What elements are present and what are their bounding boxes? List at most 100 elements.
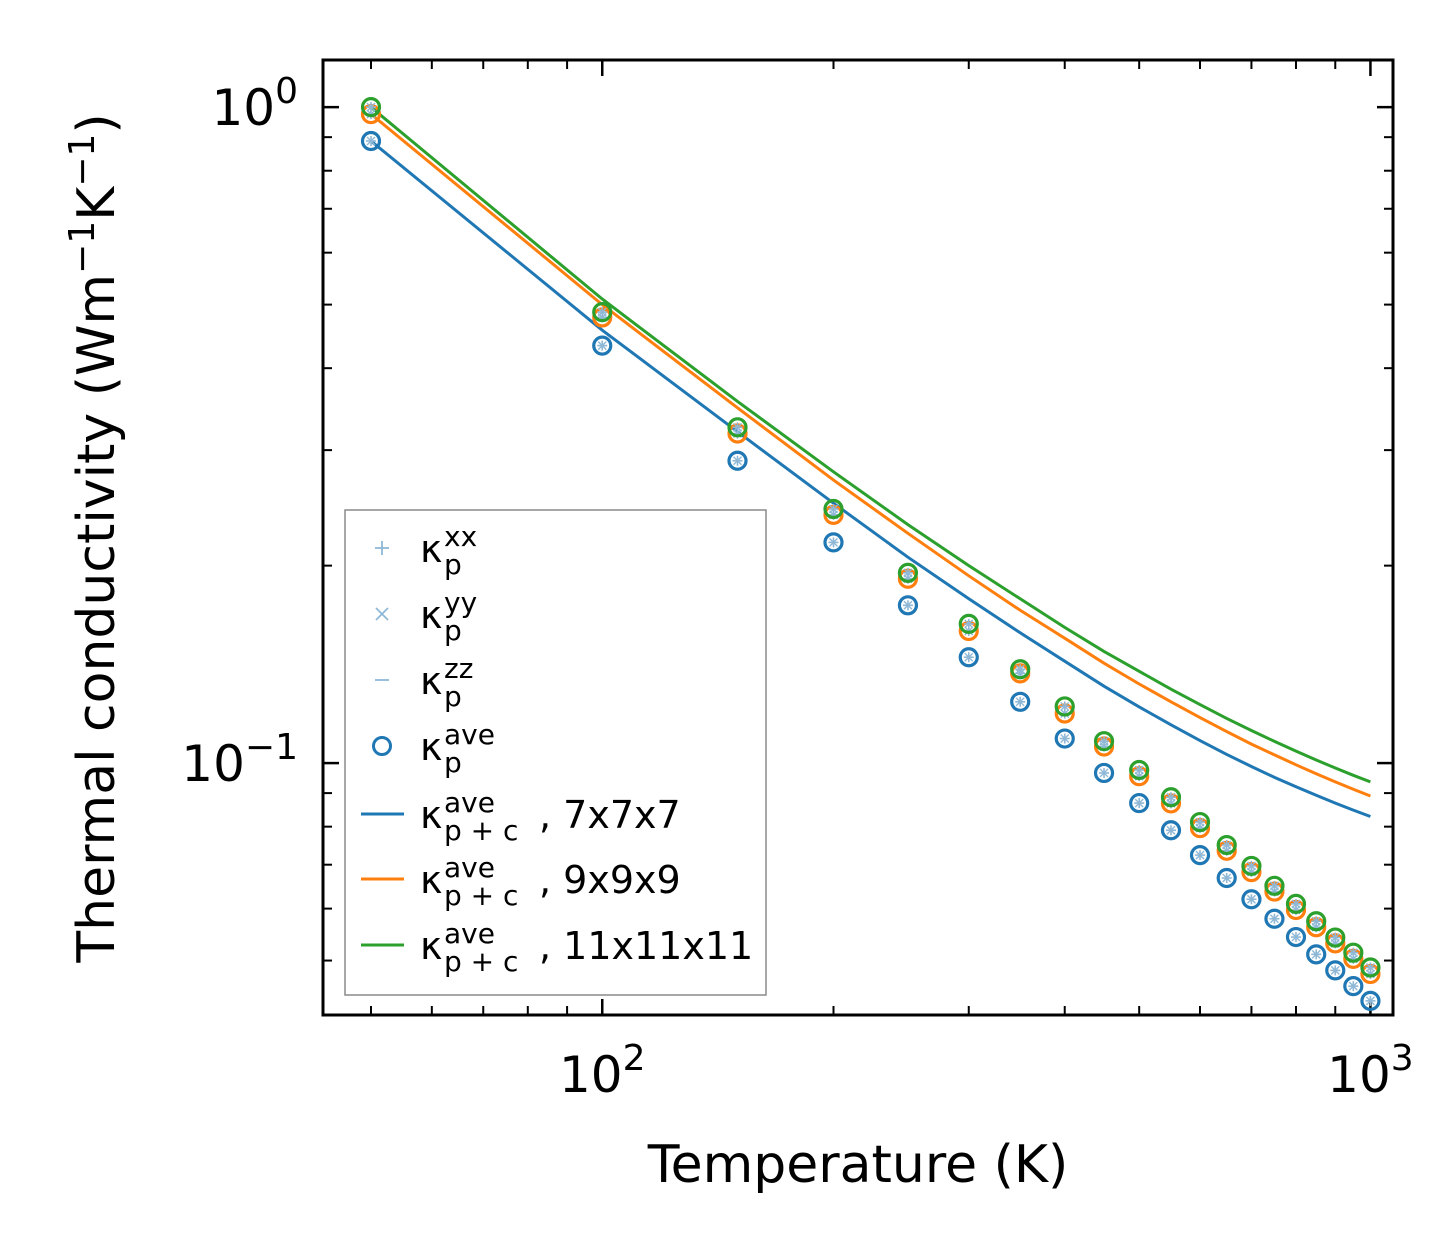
point-cross-b	[733, 456, 743, 466]
data-point	[1343, 942, 1364, 963]
data-point	[592, 335, 613, 356]
legend-label: κave p + c, 7x7x7	[420, 786, 681, 847]
data-point	[1241, 855, 1262, 877]
point-cross-b	[964, 652, 974, 662]
y-tick-label: 10−1	[181, 727, 298, 793]
point-circle	[1189, 811, 1211, 833]
legend-label: κzz p	[420, 652, 473, 713]
y-tick-label: 100	[211, 71, 298, 137]
data-point	[1306, 944, 1327, 965]
point-circle	[1216, 834, 1237, 856]
data-point	[897, 562, 919, 583]
point-cross-b	[1348, 948, 1358, 958]
point-cross-b	[828, 504, 838, 514]
data-point	[1264, 875, 1285, 896]
point-cross-b	[733, 422, 743, 432]
point-circle	[1325, 927, 1346, 948]
data-point	[1160, 820, 1182, 841]
x-axis-label: Temperature (K)	[647, 1135, 1069, 1195]
tick-labels: 102 103 100 10−1	[181, 71, 1413, 1104]
point-circle	[727, 450, 748, 471]
y-axis-label-main: Thermal conductivity (Wm	[67, 274, 127, 964]
data-point	[1189, 811, 1211, 833]
point-cross-b	[1291, 899, 1301, 909]
point-circle	[1189, 844, 1211, 866]
data-point	[1129, 792, 1150, 814]
point-cross-b	[1060, 701, 1070, 711]
point-circle	[1093, 731, 1115, 752]
data-point	[1216, 834, 1237, 856]
point-cross-b	[1330, 965, 1340, 975]
data-point	[1360, 957, 1381, 978]
y-axis-label-unit-k: K	[67, 185, 127, 221]
legend-entry: κyy p	[375, 586, 477, 647]
point-circle	[823, 498, 844, 520]
point-cross-b	[1291, 932, 1301, 942]
point-circle	[897, 595, 919, 616]
point-cross-b	[1269, 914, 1279, 924]
data-point	[823, 498, 844, 520]
point-cross-b	[1269, 881, 1279, 891]
point-cross-b	[1330, 933, 1340, 943]
data-point	[1241, 889, 1262, 910]
data-point	[1093, 762, 1115, 784]
point-circle	[1264, 875, 1285, 896]
data-point	[1010, 659, 1031, 680]
data-point	[1264, 908, 1285, 929]
point-circle	[1343, 976, 1364, 997]
plot-frame	[321, 58, 1395, 1017]
point-cross-b	[1246, 894, 1256, 904]
point-cross-b	[1166, 792, 1176, 802]
data-point	[360, 130, 382, 152]
point-cross-b	[1246, 861, 1256, 871]
point-cross-b	[828, 537, 838, 547]
point-circle	[1360, 957, 1381, 978]
x-tick-label: 102	[559, 1038, 646, 1104]
x-tick-label: 103	[1327, 1038, 1414, 1104]
legend-entry: κxx p	[375, 520, 477, 581]
point-cross-b	[1311, 916, 1321, 926]
data-point	[1160, 787, 1182, 808]
data-point	[1010, 691, 1031, 712]
data-point	[1189, 844, 1211, 866]
point-circle	[1054, 728, 1075, 749]
legend-entry: κave p + c, 7x7x7	[361, 786, 681, 847]
y-axis-label-exp2: −1	[62, 134, 103, 187]
point-circle	[1160, 820, 1182, 841]
legend-label: κave p + c, 9x9x9	[420, 851, 681, 912]
point-circle	[1216, 867, 1237, 889]
data-point	[592, 302, 613, 323]
point-circle	[958, 647, 979, 668]
data-point	[1054, 728, 1075, 749]
point-circle	[1129, 792, 1150, 814]
point-cross-b	[1099, 736, 1109, 746]
data-point	[360, 97, 382, 118]
point-cross-b	[1134, 765, 1144, 775]
point-cross-b	[1099, 768, 1109, 778]
point-cross-b	[903, 600, 913, 610]
data-point	[727, 417, 748, 438]
point-circle	[727, 417, 748, 438]
series-points	[360, 97, 1381, 1011]
point-circle	[1241, 889, 1262, 910]
legend-label: κxx p	[420, 520, 477, 581]
point-cross-b	[1015, 697, 1025, 707]
series-line	[370, 106, 1371, 784]
point-cross-b	[1166, 825, 1176, 835]
point-circle	[1010, 659, 1031, 680]
data-point	[1343, 976, 1364, 997]
point-cross-b	[964, 619, 974, 629]
data-point	[1129, 759, 1150, 781]
data-point	[958, 647, 979, 668]
data-point	[1360, 990, 1381, 1011]
y-axis-label-close: )	[67, 113, 127, 133]
point-circle	[1306, 911, 1327, 932]
data-point	[1285, 893, 1307, 914]
point-circle	[897, 562, 919, 583]
point-circle	[1306, 944, 1327, 965]
y-axis-label-exp1: −1	[62, 221, 103, 274]
legend-entry: κave p	[372, 718, 495, 779]
legend-entry: κzz p	[375, 652, 473, 713]
data-point	[897, 595, 919, 616]
